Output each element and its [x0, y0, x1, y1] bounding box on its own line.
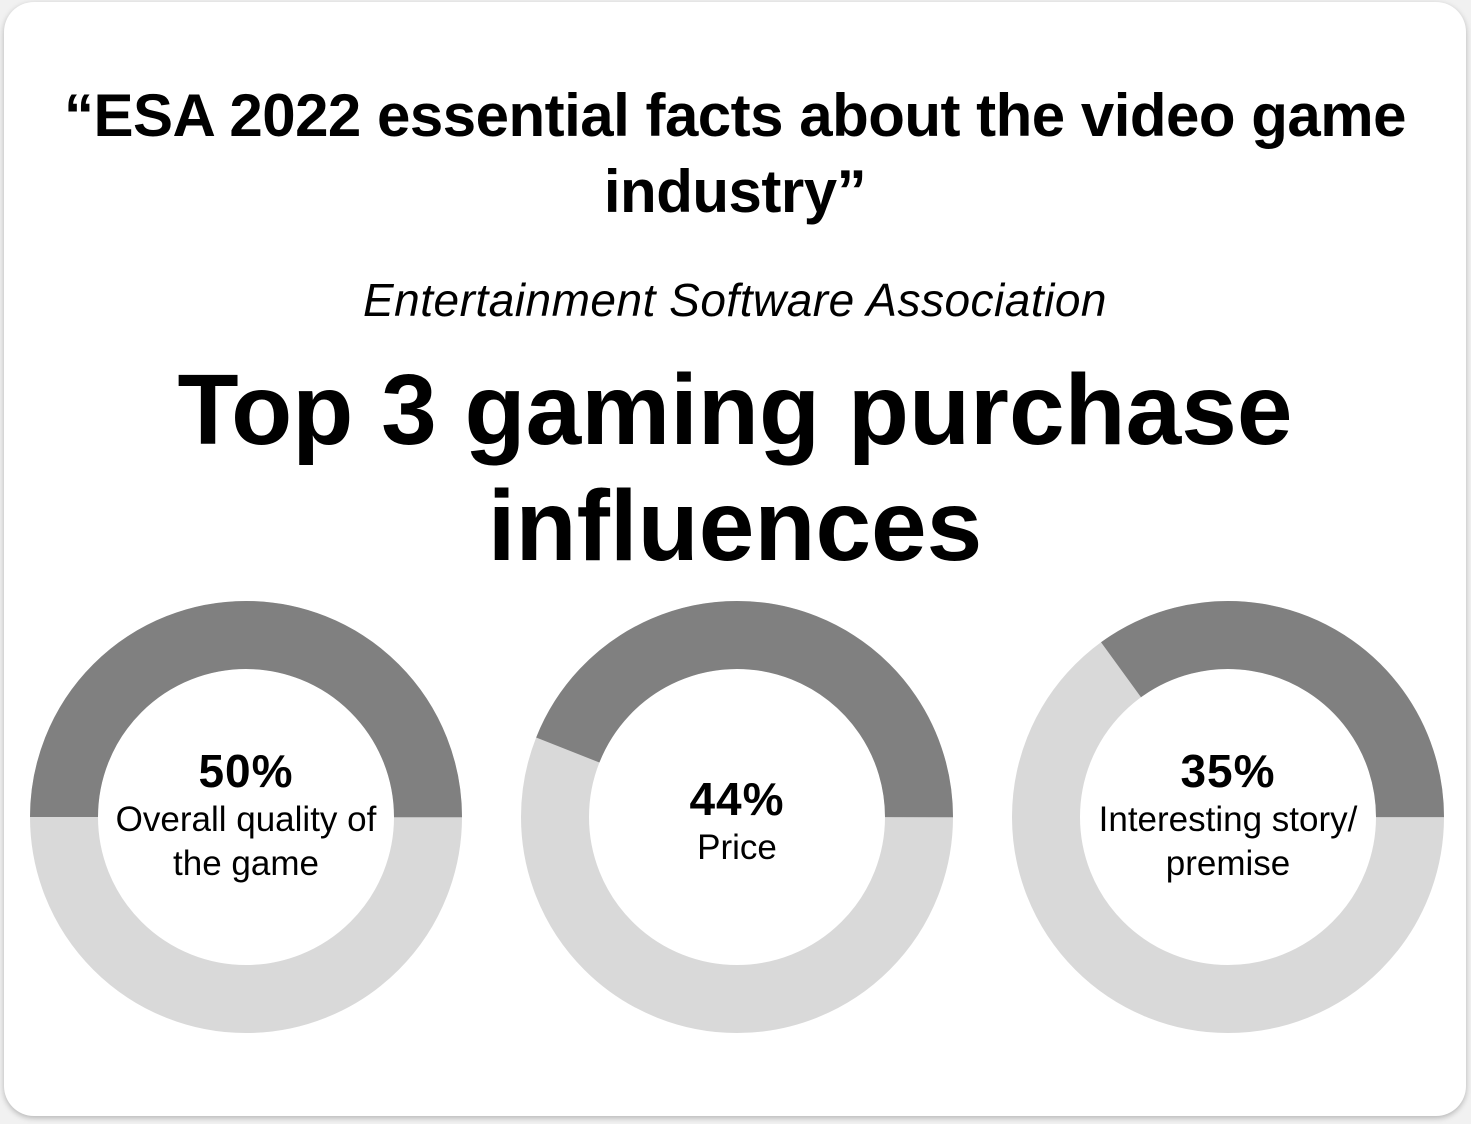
donut-value-segment-price: [521, 601, 953, 1033]
donut-category-label: Interesting story/: [1099, 800, 1358, 839]
donut-category-label: the game: [173, 844, 319, 883]
donut-category-label: Overall quality of: [116, 800, 377, 839]
donut-charts: 50%Overall quality of the game 44%Price 3…: [30, 601, 1444, 1034]
donut-value-label: 35%: [1180, 745, 1275, 797]
donut-value-segment-story: [1012, 601, 1444, 1034]
source-organization: Entertainment Software Association: [363, 274, 1107, 326]
donut-value-label: 50%: [198, 745, 293, 797]
donut-chart-story: 35%Interesting story/premise: [1012, 601, 1444, 1034]
chart-title: Top 3 gaming purchase influences: [177, 354, 1293, 582]
donut-value-segment-quality: [30, 601, 462, 1033]
donut-value-label: 44%: [689, 773, 784, 825]
infographic-card: “ESA 2022 essential facts about the vide…: [4, 2, 1466, 1116]
donut-category-label: premise: [1166, 844, 1290, 883]
donut-chart-price: 44%Price: [521, 601, 953, 1033]
source-title: “ESA 2022 essential facts about the vide…: [64, 82, 1406, 225]
donut-chart-quality: 50%Overall quality of the game: [30, 601, 462, 1033]
donut-category-label: Price: [697, 828, 777, 867]
